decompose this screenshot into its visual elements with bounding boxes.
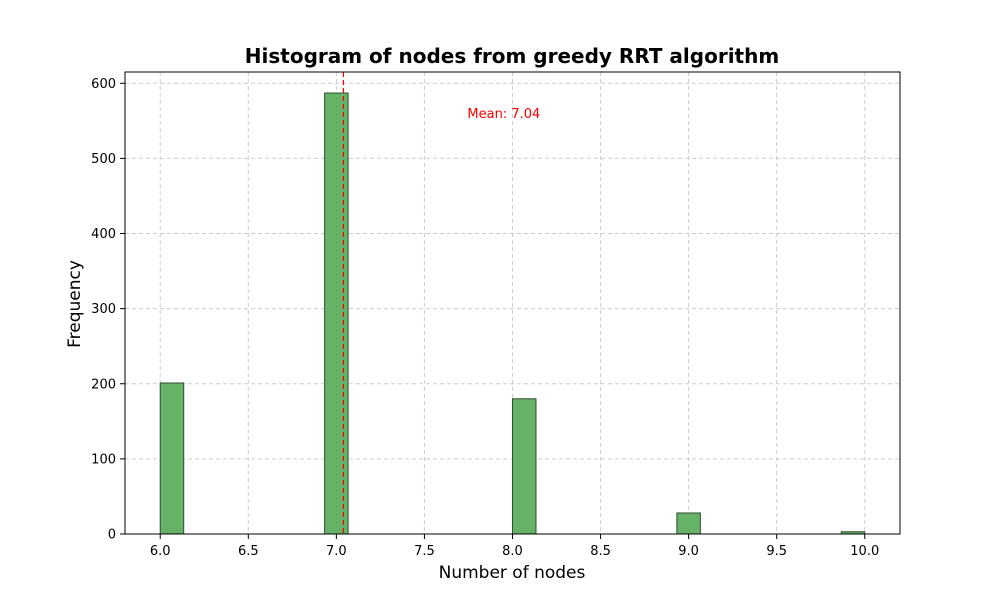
y-tick-label: 300: [91, 302, 116, 317]
mean-annotation: Mean: 7.04: [467, 107, 540, 122]
mean-line-group: Mean: 7.04: [342, 72, 540, 534]
x-axis-label: Number of nodes: [439, 563, 586, 583]
x-tick-label: 7.5: [414, 544, 435, 559]
x-tick-label: 8.5: [590, 544, 611, 559]
x-tick-label: 9.0: [678, 544, 699, 559]
y-tick-label: 100: [91, 452, 116, 467]
chart-title: Histogram of nodes from greedy RRT algor…: [245, 44, 779, 68]
y-tick-label: 600: [91, 77, 116, 92]
x-axis-ticks: 6.0 6.5 7.0 7.5 8.0 8.5 9.0 9.5 10.0: [150, 534, 879, 559]
y-axis-label: Frequency: [65, 260, 85, 348]
histogram-bar: [159, 382, 185, 535]
histogram-bar: [512, 398, 537, 535]
y-tick-label: 200: [91, 377, 116, 392]
y-tick-label: 500: [91, 152, 116, 167]
x-tick-label: 6.5: [238, 544, 259, 559]
x-tick-label: 7.0: [326, 544, 347, 559]
x-tick-label: 10.0: [850, 544, 879, 559]
x-tick-label: 6.0: [150, 544, 171, 559]
y-tick-label: 400: [91, 227, 116, 242]
y-axis-ticks: 0 100 200 300 400 500 600: [91, 77, 125, 543]
histogram-bar: [324, 92, 349, 535]
x-tick-label: 8.0: [502, 544, 523, 559]
x-tick-label: 9.5: [766, 544, 787, 559]
histogram-bar: [676, 512, 701, 535]
y-tick-label: 0: [108, 528, 116, 543]
